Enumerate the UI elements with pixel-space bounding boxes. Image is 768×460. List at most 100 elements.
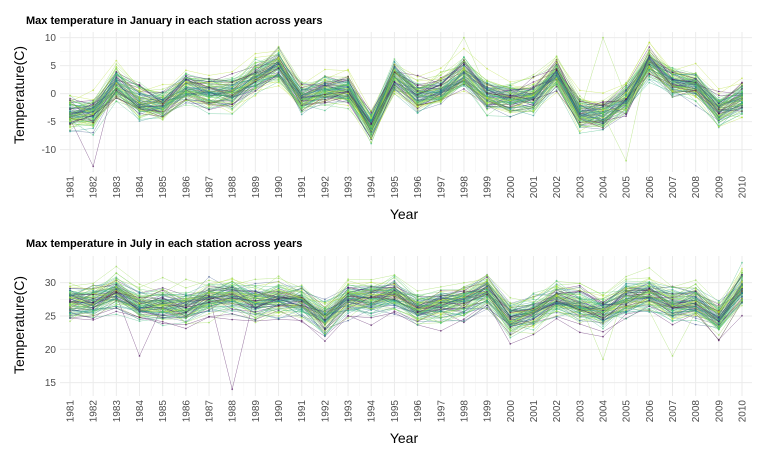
july-y-axis-label: Temperature(C) xyxy=(11,276,27,374)
station-point xyxy=(92,165,95,168)
station-point xyxy=(532,109,535,112)
station-point xyxy=(138,93,141,96)
station-point xyxy=(185,78,187,81)
station-point xyxy=(625,94,627,97)
station-point xyxy=(324,340,326,342)
station-point xyxy=(254,287,257,290)
station-point xyxy=(370,124,373,127)
station-point xyxy=(578,130,581,133)
station-point xyxy=(602,112,604,115)
station-point xyxy=(69,112,71,114)
station-point xyxy=(115,84,118,86)
station-point xyxy=(463,60,465,63)
july-x-axis-label: Year xyxy=(390,430,419,446)
station-point xyxy=(231,94,234,97)
january-y-axis-label: Temperature(C) xyxy=(11,46,27,144)
station-point xyxy=(694,95,697,97)
station-point xyxy=(741,77,743,80)
x-tick-label: 1996 xyxy=(413,176,424,199)
station-point xyxy=(463,47,465,50)
station-point xyxy=(578,103,581,106)
station-point xyxy=(92,112,95,114)
station-point xyxy=(741,96,743,99)
station-point xyxy=(92,124,95,126)
station-point xyxy=(300,107,303,110)
station-point xyxy=(625,280,627,282)
station-point xyxy=(416,74,419,77)
station-point xyxy=(370,324,373,327)
station-point xyxy=(138,98,141,100)
station-point xyxy=(463,82,465,85)
station-point xyxy=(694,76,697,79)
station-point xyxy=(694,81,697,84)
station-point xyxy=(555,76,558,79)
station-point xyxy=(347,90,349,93)
station-point xyxy=(92,99,95,101)
station-point xyxy=(648,69,651,72)
station-point xyxy=(92,106,95,109)
station-point xyxy=(694,73,697,76)
station-point xyxy=(69,94,71,97)
station-point xyxy=(69,126,71,129)
station-point xyxy=(277,62,280,64)
station-point xyxy=(277,60,280,63)
station-point xyxy=(393,85,396,88)
station-point xyxy=(393,58,396,60)
station-point xyxy=(555,69,558,71)
station-point xyxy=(254,82,257,85)
station-point xyxy=(625,86,627,89)
station-point xyxy=(416,109,419,111)
station-point xyxy=(324,87,326,89)
station-point xyxy=(370,130,373,133)
station-point xyxy=(486,114,488,117)
station-point xyxy=(741,261,743,264)
station-point xyxy=(532,114,535,117)
x-tick-label: 1992 xyxy=(320,176,331,199)
station-point xyxy=(555,317,558,320)
station-point xyxy=(347,86,349,88)
station-point xyxy=(277,76,280,79)
station-point xyxy=(92,317,95,320)
station-point xyxy=(486,86,488,89)
station-point xyxy=(324,98,326,101)
station-point xyxy=(694,79,697,81)
station-point xyxy=(671,96,674,98)
station-point xyxy=(602,103,604,105)
station-point xyxy=(393,313,396,316)
station-point xyxy=(138,110,141,113)
station-point xyxy=(648,308,651,310)
station-point xyxy=(231,89,234,92)
station-point xyxy=(717,339,720,342)
station-point xyxy=(69,99,71,102)
station-line xyxy=(69,47,743,117)
station-point xyxy=(671,73,674,75)
x-tick-label: 1995 xyxy=(390,176,401,199)
station-point xyxy=(602,114,604,117)
station-point xyxy=(208,88,210,91)
station-point xyxy=(92,118,95,121)
station-point xyxy=(277,65,280,67)
station-point xyxy=(625,282,627,285)
station-point xyxy=(300,110,303,113)
station-point xyxy=(393,75,396,78)
station-point xyxy=(69,116,71,118)
station-point xyxy=(231,105,234,107)
station-point xyxy=(231,101,234,104)
station-point xyxy=(231,81,234,84)
station-point xyxy=(393,310,396,312)
station-point xyxy=(300,313,303,316)
station-point xyxy=(717,96,720,99)
station-point xyxy=(625,96,627,99)
station-point xyxy=(509,88,512,91)
station-point xyxy=(208,96,210,99)
station-point xyxy=(185,93,187,96)
station-point xyxy=(300,93,303,96)
station-point xyxy=(532,292,535,295)
station-point xyxy=(208,105,210,108)
x-tick-label: 2009 xyxy=(714,176,725,199)
station-point xyxy=(625,159,627,162)
station-point xyxy=(555,61,558,64)
station-point xyxy=(509,107,512,109)
station-point xyxy=(231,70,234,73)
station-point xyxy=(509,81,512,83)
